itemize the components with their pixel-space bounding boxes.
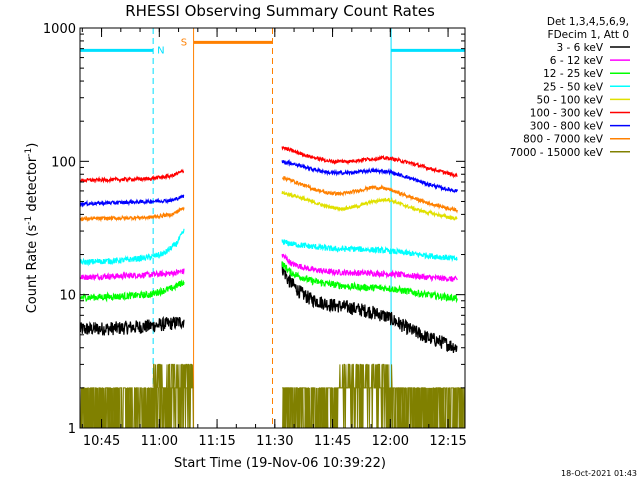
series-line-1-0 [80, 268, 185, 281]
state-markers: NS [80, 37, 465, 56]
plot-frame [79, 27, 466, 429]
legend: Det 1,3,4,5,6,9, FDecim 1, Att 0 3 - 6 k… [510, 16, 630, 159]
chart-title: RHESSI Observing Summary Count Rates [125, 2, 435, 20]
marker-label-0: N [157, 45, 164, 56]
series-line-4-0 [281, 190, 458, 221]
x-tick-label-2: 11:15 [198, 434, 235, 449]
series-line-3-1 [281, 239, 458, 263]
x-tick-label-3: 11:30 [256, 434, 293, 449]
plot-area: NS [80, 28, 466, 428]
legend-label-2: 12 - 25 keV [543, 68, 604, 80]
legend-label-0: 3 - 6 keV [556, 42, 603, 54]
marker-label-1: S [181, 37, 187, 48]
y-tick-label-1: 10 [59, 289, 76, 304]
x-axis-label: Start Time (19-Nov-06 10:39:22) [174, 456, 386, 471]
y-tick-label-2: 100 [51, 155, 76, 170]
generation-timestamp: 18-Oct-2021 01:43 [561, 469, 637, 478]
series-line-2-1 [281, 261, 458, 304]
series-line-5-1 [281, 145, 458, 179]
x-axis: 10:45 11:00 11:15 11:30 11:45 12:00 12:15 [81, 28, 467, 449]
y-tick-label-0: 1 [68, 422, 76, 437]
legend-label-8: 7000 - 15000 keV [510, 147, 604, 159]
x-tick-label-6: 12:15 [429, 434, 466, 449]
legend-label-1: 6 - 12 keV [550, 55, 604, 67]
series-line-7-0 [80, 206, 185, 223]
series-line-8-1 [80, 363, 465, 428]
y-axis-label: Count Rate (s-1 detector-1) [24, 143, 40, 314]
series-line-0-1 [281, 261, 458, 353]
series-line-7-1 [281, 175, 458, 214]
series-line-6-1 [281, 158, 458, 194]
legend-header-line-2: FDecim 1, Att 0 [548, 29, 629, 41]
legend-label-3: 25 - 50 keV [543, 81, 604, 93]
x-tick-label-0: 10:45 [83, 434, 120, 449]
y-tick-label-3: 1000 [43, 22, 76, 37]
legend-label-6: 300 - 800 keV [530, 121, 604, 133]
x-tick-label-4: 11:45 [314, 434, 351, 449]
series-lines [80, 145, 465, 428]
series-line-5-0 [80, 168, 185, 184]
legend-label-4: 50 - 100 keV [536, 94, 603, 106]
series-line-3-0 [80, 228, 185, 267]
legend-label-7: 800 - 7000 keV [523, 134, 604, 146]
series-line-1-1 [281, 253, 458, 283]
series-line-0-0 [80, 315, 185, 336]
legend-header-line-1: Det 1,3,4,5,6,9, [547, 16, 629, 28]
series-line-2-0 [80, 279, 185, 303]
legend-label-5: 100 - 300 keV [530, 108, 604, 120]
x-tick-label-1: 11:00 [141, 434, 178, 449]
x-tick-label-5: 12:00 [372, 434, 409, 449]
series-line-6-0 [80, 194, 185, 208]
y-axis: 1 10 100 1000 [43, 22, 465, 437]
